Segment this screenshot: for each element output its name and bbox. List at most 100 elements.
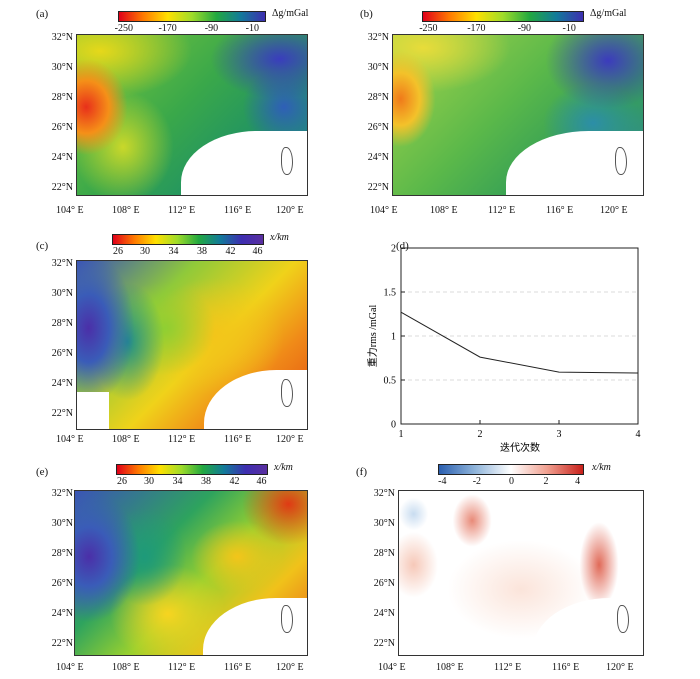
taiwan-island bbox=[281, 147, 293, 175]
moho-map-e bbox=[74, 490, 308, 656]
colorbar-unit: x/km bbox=[592, 462, 611, 473]
lat-label: 30°N bbox=[51, 288, 73, 299]
colorbar-tick: 38 bbox=[197, 246, 207, 257]
colorbar-tick: -250 bbox=[419, 23, 438, 34]
lon-label: 108° E bbox=[430, 205, 458, 216]
colorbar-unit: x/km bbox=[274, 462, 293, 473]
colorbar-tick: -170 bbox=[158, 23, 177, 34]
lon-label: 112° E bbox=[494, 662, 522, 673]
lat-label: 26°N bbox=[51, 578, 73, 589]
x-tick-label: 3 bbox=[557, 429, 562, 440]
lat-label: 32°N bbox=[51, 488, 73, 499]
grid-lines bbox=[401, 291, 638, 381]
lon-label: 108° E bbox=[112, 662, 140, 673]
lat-label: 28°N bbox=[51, 548, 73, 559]
lat-label: 24°N bbox=[51, 152, 73, 163]
colorbar-tick: 46 bbox=[252, 246, 263, 257]
panel-label: (f) bbox=[356, 466, 367, 478]
lat-label: 22°N bbox=[51, 638, 73, 649]
colorbar-tick: -2 bbox=[472, 476, 482, 487]
lat-label: 30°N bbox=[373, 518, 395, 529]
colorbar-tick: 42 bbox=[229, 476, 240, 487]
lat-label: 32°N bbox=[373, 488, 395, 499]
lon-label: 120° E bbox=[276, 434, 304, 445]
difference-map-f bbox=[398, 490, 644, 656]
panel-label: (a) bbox=[36, 8, 49, 20]
lat-label: 32°N bbox=[51, 32, 73, 43]
colorbar-tick: -90 bbox=[517, 23, 532, 34]
lat-label: 26°N bbox=[51, 348, 73, 359]
lat-label: 28°N bbox=[373, 548, 395, 559]
panel-a: (a) -250 -170 -90 -10 Δg/mGal 32°N 30°N … bbox=[0, 0, 350, 225]
lat-label: 30°N bbox=[51, 62, 73, 73]
lon-label: 112° E bbox=[168, 662, 196, 673]
lon-label: 104° E bbox=[370, 205, 398, 216]
gravity-map-b bbox=[392, 34, 644, 196]
y-ticks: 0 0.5 1 1.5 2 bbox=[384, 244, 405, 431]
taiwan-island bbox=[281, 379, 293, 407]
colorbar-tick: -170 bbox=[467, 23, 486, 34]
colorbar-tick: 38 bbox=[201, 476, 211, 487]
lat-label: 28°N bbox=[367, 92, 389, 103]
lon-label: 116° E bbox=[546, 205, 574, 216]
colorbar-tick: -250 bbox=[114, 23, 133, 34]
y-tick-label: 2 bbox=[391, 244, 396, 255]
colorbar-tick: -10 bbox=[562, 23, 576, 34]
colorbar-tick: 30 bbox=[144, 476, 154, 487]
colorbar-tick: -10 bbox=[245, 23, 259, 34]
colorbar-unit: Δg/mGal bbox=[590, 8, 627, 19]
taiwan-island bbox=[281, 605, 293, 633]
colorbar-tick: -4 bbox=[438, 476, 447, 487]
lat-label: 32°N bbox=[51, 258, 73, 269]
x-tick-label: 2 bbox=[478, 429, 483, 440]
colorbar-tick: 26 bbox=[113, 246, 123, 257]
lon-label: 108° E bbox=[436, 662, 464, 673]
lat-label: 22°N bbox=[367, 182, 389, 193]
colorbar-tick: 2 bbox=[543, 476, 549, 487]
lat-label: 28°N bbox=[51, 318, 73, 329]
lat-label: 32°N bbox=[367, 32, 389, 43]
lon-label: 108° E bbox=[112, 434, 140, 445]
panel-label: (d) bbox=[396, 240, 409, 252]
x-axis-label: 迭代次数 bbox=[500, 441, 540, 454]
colorbar-tick: 34 bbox=[168, 246, 179, 257]
colorbar bbox=[422, 11, 584, 22]
lat-label: 30°N bbox=[367, 62, 389, 73]
unmapped-corner bbox=[77, 392, 110, 429]
rms-chart: 0 0.5 1 1.5 2 1 2 3 4 重力rms /mGal 迭代次数 bbox=[366, 244, 641, 455]
lat-label: 24°N bbox=[367, 152, 389, 163]
panel-f: (f) -4 -2 0 2 4 x/km 32°N 30°N 28°N 26°N… bbox=[350, 456, 700, 679]
lat-label: 22°N bbox=[373, 638, 395, 649]
lat-label: 22°N bbox=[51, 182, 73, 193]
x-ticks: 1 2 3 4 bbox=[399, 420, 641, 440]
lat-label: 26°N bbox=[367, 122, 389, 133]
lat-label: 26°N bbox=[373, 578, 395, 589]
panel-d: (d) 0 0.5 1 1.5 2 1 2 3 4 重力rms /mGal 迭代次数 bbox=[350, 226, 700, 456]
lon-label: 116° E bbox=[552, 662, 580, 673]
colorbar-tick: 4 bbox=[575, 476, 581, 487]
colorbar bbox=[112, 234, 264, 245]
lat-label: 22°N bbox=[51, 408, 73, 419]
lon-label: 120° E bbox=[276, 205, 304, 216]
lon-label: 104° E bbox=[56, 205, 84, 216]
panel-label: (c) bbox=[36, 240, 49, 252]
lon-label: 120° E bbox=[276, 662, 304, 673]
panel-c: (c) 26 30 34 38 42 46 x/km 32°N 30°N 28°… bbox=[0, 226, 350, 451]
colorbar-tick: 42 bbox=[225, 246, 236, 257]
panel-b: (b) -250 -170 -90 -10 Δg/mGal 32°N 30°N … bbox=[350, 0, 700, 225]
lat-label: 28°N bbox=[51, 92, 73, 103]
y-tick-label: 1.5 bbox=[384, 288, 397, 299]
lon-label: 112° E bbox=[168, 205, 196, 216]
lon-label: 116° E bbox=[224, 434, 252, 445]
colorbar-tick: 46 bbox=[256, 476, 267, 487]
y-tick-label: 0 bbox=[391, 420, 396, 431]
y-axis-label: 重力rms /mGal bbox=[366, 305, 379, 368]
lat-label: 26°N bbox=[51, 122, 73, 133]
taiwan-island bbox=[617, 605, 629, 633]
lon-label: 116° E bbox=[224, 205, 252, 216]
taiwan-island bbox=[615, 147, 627, 175]
lat-label: 24°N bbox=[51, 378, 73, 389]
panel-label: (e) bbox=[36, 466, 49, 478]
panel-label: (b) bbox=[360, 8, 373, 20]
moho-map-c bbox=[76, 260, 308, 430]
